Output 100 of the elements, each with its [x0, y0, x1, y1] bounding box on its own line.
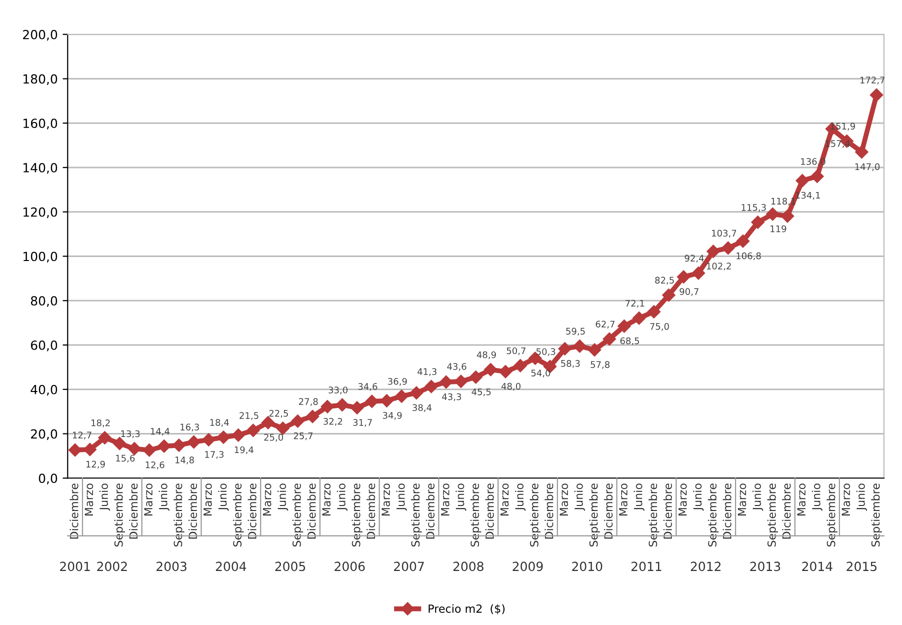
- point: [202, 433, 216, 446]
- data-label: 54,0: [531, 370, 550, 378]
- point: [796, 174, 809, 188]
- data-label: 15,6: [116, 454, 135, 463]
- y-tick-label: 160,0: [24, 118, 58, 130]
- data-label: 57,8: [590, 361, 610, 369]
- x-tick-label: Marzo: [678, 484, 687, 516]
- x-tick-label: Septiembre: [352, 484, 362, 547]
- x-tick-label: Marzo: [441, 484, 450, 516]
- point: [751, 216, 764, 229]
- text: 2004: [216, 562, 246, 572]
- data-label: 13,3: [121, 430, 140, 438]
- point: [306, 410, 320, 424]
- point: [98, 431, 112, 444]
- data-label: 19,4: [234, 446, 254, 454]
- text: 2007: [394, 562, 424, 572]
- x-tick-label: Junio: [396, 484, 407, 511]
- point: [766, 208, 780, 221]
- point: [647, 305, 660, 318]
- x-tick-label: Septiembre: [411, 484, 422, 547]
- point: [706, 244, 720, 258]
- data-label: 32,2: [324, 418, 342, 426]
- point: [514, 359, 527, 372]
- point: [291, 414, 304, 428]
- data-label: 34,6: [358, 383, 378, 391]
- point: [172, 438, 186, 452]
- x-tick-label: Septiembre: [530, 484, 541, 547]
- text: 2014: [802, 562, 832, 572]
- x-tick-label: Septiembre: [589, 484, 600, 547]
- x-tick-label: Junio: [752, 484, 764, 511]
- data-label: 50,7: [506, 347, 526, 356]
- point: [810, 170, 824, 183]
- data-label: 12,9: [86, 460, 105, 469]
- x-tick-label: Septiembre: [470, 484, 482, 547]
- point: [350, 401, 364, 414]
- data-label: 75,0: [650, 322, 669, 331]
- x-tick-label: Junio: [336, 484, 348, 511]
- data-label: 14,4: [150, 428, 170, 436]
- y-tick-label: 0,0: [38, 474, 58, 484]
- text: 2015: [846, 562, 877, 572]
- x-tick-label: Junio: [856, 484, 867, 511]
- data-label: 16,3: [180, 424, 199, 432]
- text: 2001: [60, 562, 90, 572]
- x-tick-label: Septiembre: [826, 484, 838, 547]
- x-tick-label: Septiembre: [708, 484, 719, 547]
- point: [113, 436, 126, 450]
- x-tick-label: Junio: [218, 484, 229, 511]
- text: 2010: [572, 562, 602, 572]
- point: [336, 398, 349, 412]
- x-tick-label: Marzo: [500, 484, 509, 516]
- point: [158, 440, 171, 453]
- y-tick-label: 20,0: [31, 429, 58, 440]
- x-tick-label: Diciembre: [248, 484, 256, 539]
- text: 2012: [690, 562, 721, 572]
- x-tick-label: Diciembre: [70, 484, 78, 539]
- y-tick-label: 120,0: [24, 207, 58, 218]
- x-tick-label: Junio: [812, 484, 822, 511]
- y-tick-label: 60,0: [30, 340, 58, 352]
- point: [232, 428, 245, 442]
- point: [558, 342, 572, 356]
- x-tick-label: Junio: [514, 484, 526, 511]
- point: [380, 394, 394, 408]
- text: 2008: [453, 562, 484, 572]
- point: [722, 241, 735, 255]
- legend-label: Precio m2 ($): [428, 604, 505, 614]
- data-label: 119: [770, 225, 786, 232]
- data-label: 48,0: [501, 382, 520, 391]
- data-label: 25,0: [264, 434, 284, 442]
- point: [588, 343, 602, 356]
- y-tick-label: 140,0: [24, 162, 58, 174]
- data-label: 103,7: [712, 230, 736, 238]
- point: [618, 320, 631, 333]
- point: [424, 380, 438, 394]
- point: [216, 430, 230, 444]
- x-tick-label: Marzo: [842, 484, 850, 516]
- point: [692, 266, 706, 280]
- point: [632, 312, 646, 325]
- data-label: 18,4: [210, 419, 229, 427]
- x-tick-label: Junio: [456, 484, 466, 511]
- x-tick-label: Marzo: [144, 484, 153, 516]
- data-label: 92,4: [684, 254, 704, 263]
- data-label: 38,4: [412, 404, 432, 412]
- x-tick-label: Diciembre: [366, 484, 376, 539]
- data-label: 22,5: [269, 410, 288, 418]
- data-label: 31,7: [353, 419, 372, 427]
- text: 2009: [512, 562, 543, 572]
- x-tick-label: Septiembre: [871, 484, 882, 547]
- data-label: 115,3: [742, 204, 766, 212]
- y-tick-label: 200,0: [23, 30, 58, 41]
- x-tick-label: Diciembre: [722, 484, 732, 539]
- data-label: 172,7: [860, 76, 885, 84]
- data-label: 50,3: [536, 348, 556, 356]
- x-tick-label: Diciembre: [129, 484, 138, 539]
- point: [469, 370, 482, 384]
- x-tick-label: Septiembre: [648, 484, 660, 547]
- x-tick-label: Junio: [634, 484, 644, 511]
- text: 2011: [632, 562, 662, 572]
- x-tick-label: Marzo: [382, 484, 390, 516]
- data-label: 14,8: [175, 456, 194, 464]
- data-label: 21,5: [240, 412, 258, 420]
